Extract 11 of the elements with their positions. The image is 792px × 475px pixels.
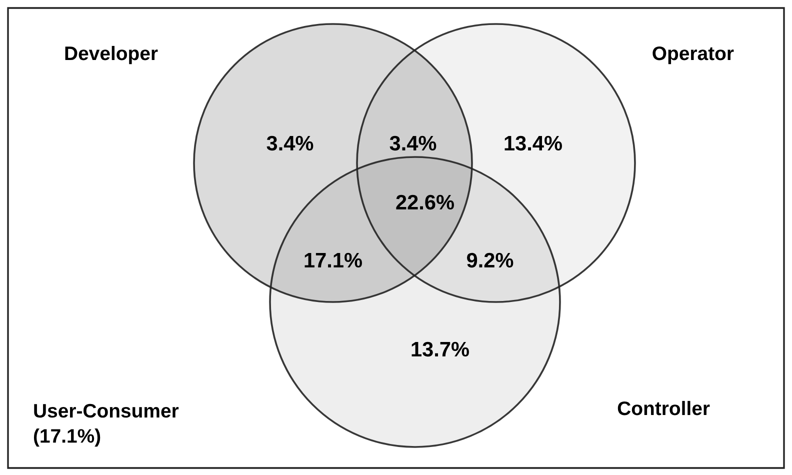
data-label: 13.4% — [504, 136, 562, 151]
text: Developer — [65, 46, 158, 64]
data-label: 3.4% — [390, 136, 436, 151]
text: User-Consumer (17.1%) — [34, 404, 179, 447]
text: Operator — [652, 46, 734, 64]
text: Controller — [618, 400, 710, 416]
data-label: 22.6% — [396, 194, 454, 210]
data-label: 17.1% — [304, 252, 362, 268]
data-label: 13.7% — [412, 342, 469, 357]
data-label: 9.2% — [466, 252, 514, 268]
data-label: 3.4% — [266, 136, 314, 151]
